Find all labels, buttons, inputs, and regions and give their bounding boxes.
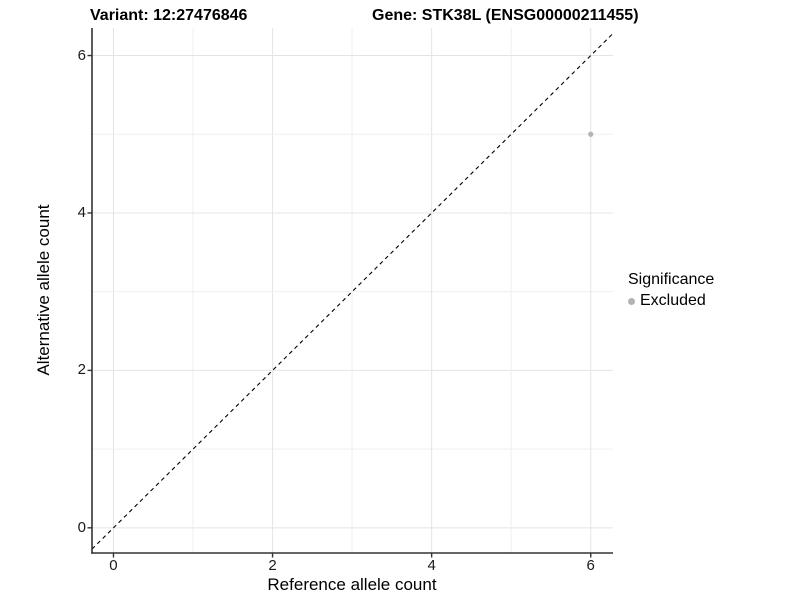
plot-title-gene: Gene: STK38L (ENSG00000211455) (372, 7, 639, 24)
legend-entry-label: Excluded (640, 292, 706, 309)
x-tick-label: 4 (427, 557, 436, 574)
identity-reference-line (91, 33, 614, 550)
legend-point-icon (628, 297, 635, 305)
legend-title: Significance (628, 271, 715, 288)
x-tick-label: 0 (109, 557, 118, 574)
data-point (588, 131, 594, 137)
legend-entry-excluded: Excluded (628, 292, 714, 310)
y-tick-label: 2 (77, 361, 86, 379)
y-tick-label: 0 (77, 518, 86, 536)
x-axis-title: Reference allele count (267, 575, 437, 594)
y-tick-label: 6 (77, 46, 86, 64)
plot-title-variant: Variant: 12:27476846 (90, 7, 248, 24)
axis-lines (91, 28, 613, 554)
gridlines (92, 28, 613, 553)
legend: Significance Excluded (628, 271, 714, 310)
y-tick-label: 4 (77, 203, 86, 221)
y-axis-title: Alternative allele count (34, 204, 53, 376)
x-tick-label: 2 (268, 557, 277, 574)
x-tick-label: 6 (586, 557, 595, 574)
tick-marks (87, 54, 592, 558)
